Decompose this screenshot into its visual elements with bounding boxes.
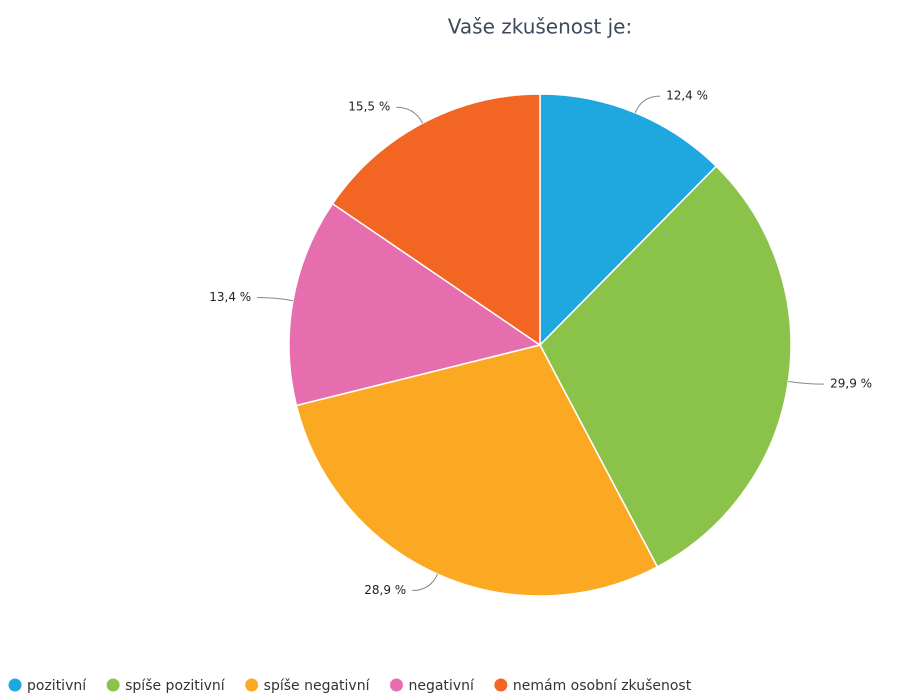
value-label: 15,5 % xyxy=(348,100,390,114)
leader-line xyxy=(412,573,438,592)
legend-marker xyxy=(494,678,508,692)
legend-marker xyxy=(106,678,120,692)
chart-title: Vaše zkušenost je: xyxy=(448,15,632,39)
legend-label: pozitivní xyxy=(27,678,87,694)
leader-line xyxy=(396,106,424,124)
value-label: 13,4 % xyxy=(209,290,251,304)
legend-label: spíše negativní xyxy=(264,678,371,694)
leader-line xyxy=(788,381,825,385)
legend-label: spíše pozitivní xyxy=(125,678,226,694)
leader-line xyxy=(257,297,294,302)
value-label: 29,9 % xyxy=(830,377,872,391)
legend-marker xyxy=(389,678,403,692)
pie-slice xyxy=(295,344,659,597)
pie-slice xyxy=(331,93,541,347)
pie-slice xyxy=(539,93,718,347)
legend-label: nemám osobní zkušenost xyxy=(513,678,692,694)
legend-label: negativní xyxy=(408,678,474,694)
legend-marker xyxy=(245,678,259,692)
value-label: 12,4 % xyxy=(666,89,708,103)
pie-slice xyxy=(539,165,792,568)
value-label: 28,9 % xyxy=(364,583,406,597)
legend-marker xyxy=(8,678,22,692)
leader-line xyxy=(634,95,661,113)
